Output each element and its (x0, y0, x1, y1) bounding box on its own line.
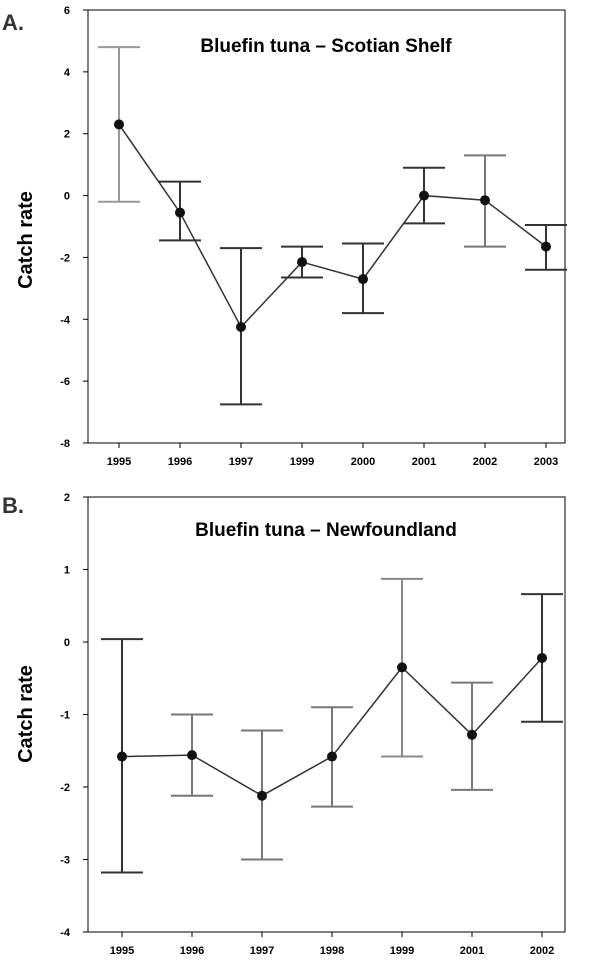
series-b (117, 652, 547, 801)
data-point (480, 195, 490, 206)
x-tick-label: 1996 (180, 945, 204, 957)
chart-title-b: Bluefin tuna – Newfoundland (195, 520, 457, 541)
x-tick-label: 1999 (290, 456, 314, 468)
y-tick-label: 0 (64, 191, 70, 203)
data-point (358, 274, 368, 285)
data-point (297, 257, 307, 268)
y-tick-label: 2 (64, 129, 70, 141)
x-tick-label: 1998 (320, 945, 344, 957)
data-point (187, 750, 197, 761)
x-ticks-b: 1995 1996 1997 1998 1999 2001 2002 (110, 932, 554, 957)
plot-frame-b (87, 496, 566, 933)
y-tick-label: -3 (60, 855, 70, 867)
plot-frame-a (87, 9, 566, 444)
y-tick-label: -4 (60, 927, 71, 939)
x-tick-label: 2000 (351, 456, 375, 468)
data-point (327, 751, 337, 762)
data-point (257, 790, 267, 801)
error-bars-b (101, 577, 563, 874)
y-axis-label-b: Catch rate (15, 665, 37, 763)
x-tick-label: 2002 (473, 456, 497, 468)
y-tick-label: 6 (64, 5, 70, 17)
y-ticks-b: -4 -3 -2 -1 0 1 2 (60, 492, 88, 939)
x-tick-label: 2001 (460, 945, 484, 957)
y-tick-label: -4 (60, 314, 71, 326)
chart-panel-a: A. Bluefin tuna – Scotian Shelf Catch ra… (2, 5, 567, 468)
y-tick-label: -2 (60, 252, 70, 264)
y-tick-label: -6 (60, 376, 70, 388)
x-tick-label: 1997 (250, 945, 274, 957)
series-a (114, 119, 551, 333)
y-tick-label: 4 (64, 67, 71, 79)
series-line (118, 124, 547, 329)
chart-title-a: Bluefin tuna – Scotian Shelf (200, 36, 452, 57)
x-tick-label: 2001 (412, 456, 436, 468)
y-tick-label: -2 (60, 782, 70, 794)
data-point (175, 207, 185, 218)
data-point (537, 652, 547, 663)
y-tick-label: 1 (64, 565, 70, 577)
x-tick-label: 1997 (229, 456, 253, 468)
y-tick-label: -1 (60, 710, 70, 722)
error-bars-a (98, 46, 567, 406)
y-ticks-a: -8 -6 -4 -2 0 2 4 6 (60, 5, 88, 450)
data-point (419, 190, 429, 201)
x-ticks-a: 1995 1996 1997 1999 2000 2001 2002 2003 (107, 443, 558, 468)
x-tick-label: 2002 (530, 945, 554, 957)
y-axis-label-a: Catch rate (15, 191, 37, 289)
x-tick-label: 1995 (110, 945, 134, 957)
x-tick-label: 2003 (534, 456, 558, 468)
y-tick-label: -8 (60, 438, 70, 450)
data-point (397, 662, 407, 673)
x-tick-label: 1996 (168, 456, 192, 468)
panel-label-b: B. (2, 493, 24, 518)
data-point (117, 751, 127, 762)
data-point (467, 729, 477, 740)
y-tick-label: 2 (64, 492, 70, 504)
x-tick-label: 1995 (107, 456, 131, 468)
x-tick-label: 1999 (390, 945, 414, 957)
chart-panel-b: B. Bluefin tuna – Newfoundland Catch rat… (2, 492, 566, 957)
data-point (236, 322, 246, 333)
y-tick-label: 0 (64, 637, 70, 649)
data-point (541, 241, 551, 252)
data-point (114, 119, 124, 130)
panel-label-a: A. (2, 10, 24, 35)
